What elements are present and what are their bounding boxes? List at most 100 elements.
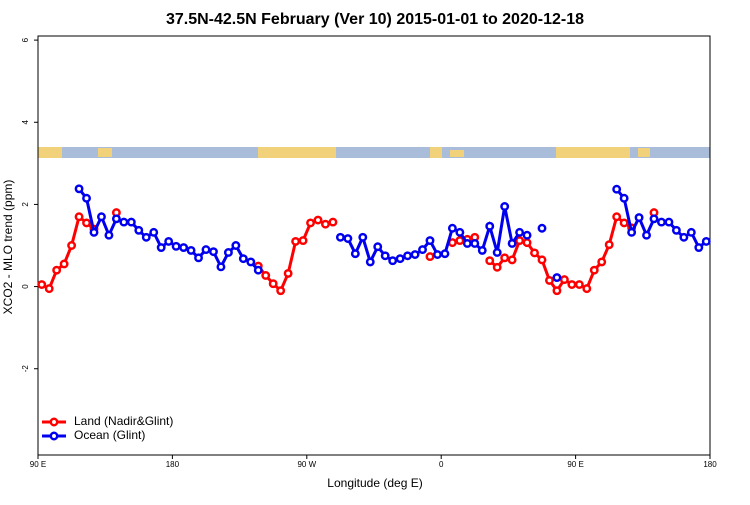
data-point	[268, 279, 278, 289]
data-point	[395, 254, 405, 264]
data-point	[470, 238, 480, 248]
data-point	[156, 243, 166, 253]
data-point	[574, 280, 584, 289]
data-point	[515, 236, 525, 246]
series-line	[257, 218, 334, 294]
data-point	[59, 259, 69, 269]
data-point	[642, 230, 651, 240]
data-point	[671, 225, 681, 235]
data-point	[597, 257, 607, 267]
data-point	[410, 250, 420, 259]
x-tick-label: 180	[166, 460, 180, 469]
data-point	[537, 223, 547, 233]
data-point	[350, 249, 360, 259]
data-point	[67, 241, 77, 250]
data-point	[433, 250, 442, 259]
data-point	[238, 254, 248, 264]
data-point	[634, 213, 644, 223]
data-point	[619, 193, 629, 203]
data-point	[589, 265, 599, 275]
data-point	[74, 184, 84, 194]
x-tick-label: 90 E	[567, 460, 583, 469]
data-point	[440, 249, 450, 259]
x-axis-label: Longitude (deg E)	[327, 476, 422, 490]
x-tick-label: 90 W	[297, 460, 316, 469]
data-point	[492, 248, 502, 257]
legend-label: Land (Nadir&Glint)	[74, 414, 173, 428]
data-point	[403, 251, 413, 261]
data-point	[82, 218, 91, 228]
data-point	[283, 268, 293, 278]
data-point	[537, 255, 547, 265]
data-point	[141, 232, 151, 242]
data-point	[246, 257, 256, 267]
data-point	[604, 240, 614, 250]
data-point	[313, 215, 323, 225]
data-point	[552, 273, 562, 282]
data-point	[530, 248, 539, 258]
data-point	[582, 284, 592, 294]
data-point	[559, 275, 569, 285]
data-point	[201, 245, 211, 255]
data-point	[231, 241, 241, 250]
data-point	[298, 236, 308, 246]
y-tick-label: 0	[21, 284, 30, 289]
data-point	[485, 221, 495, 231]
legend-marker	[49, 417, 59, 427]
data-point	[194, 253, 203, 263]
data-point	[186, 245, 196, 255]
y-tick-label: -2	[21, 365, 30, 373]
data-point	[455, 227, 465, 237]
plot-frame	[37, 35, 711, 456]
data-point	[507, 238, 517, 248]
data-point	[44, 284, 54, 294]
data-point	[515, 227, 525, 237]
data-point	[612, 212, 622, 222]
data-point	[522, 230, 532, 240]
data-point	[552, 286, 562, 296]
data-point	[74, 212, 84, 222]
data-point	[500, 202, 510, 211]
data-point	[701, 236, 711, 246]
data-point	[253, 265, 263, 275]
data-point	[119, 217, 129, 227]
data-point	[649, 214, 659, 224]
data-point	[477, 245, 487, 255]
x-tick-label: 90 E	[30, 460, 46, 469]
data-point	[343, 234, 353, 243]
chart-title: 37.5N-42.5N February (Ver 10) 2015-01-01…	[166, 11, 584, 28]
y-axis-label: XCO2 - MLO trend (ppm)	[1, 180, 15, 315]
data-point	[373, 242, 383, 252]
data-point	[619, 218, 629, 228]
data-point	[134, 225, 144, 235]
data-point	[126, 217, 136, 227]
data-point	[276, 286, 286, 296]
y-tick-label: 2	[21, 202, 30, 207]
data-point	[425, 252, 435, 262]
data-point	[627, 227, 637, 237]
data-point	[418, 245, 427, 255]
data-point	[261, 271, 271, 280]
data-point	[679, 232, 689, 242]
data-point	[179, 243, 189, 253]
data-point	[89, 227, 99, 237]
data-point	[209, 247, 218, 257]
legend-label: Ocean (Glint)	[74, 428, 145, 442]
series-line	[77, 187, 260, 272]
data-point	[664, 217, 674, 227]
data-point	[335, 232, 345, 242]
data-point	[507, 255, 517, 265]
series-line	[41, 214, 95, 291]
data-point	[291, 236, 301, 246]
legend-marker	[49, 431, 59, 441]
data-point	[52, 265, 62, 275]
data-point	[223, 248, 233, 257]
data-point	[425, 236, 435, 246]
data-point	[111, 214, 121, 224]
data-point	[388, 256, 398, 266]
data-point	[694, 243, 704, 253]
y-tick-label: 6	[21, 37, 30, 42]
data-point	[447, 223, 457, 233]
data-point	[306, 218, 315, 228]
